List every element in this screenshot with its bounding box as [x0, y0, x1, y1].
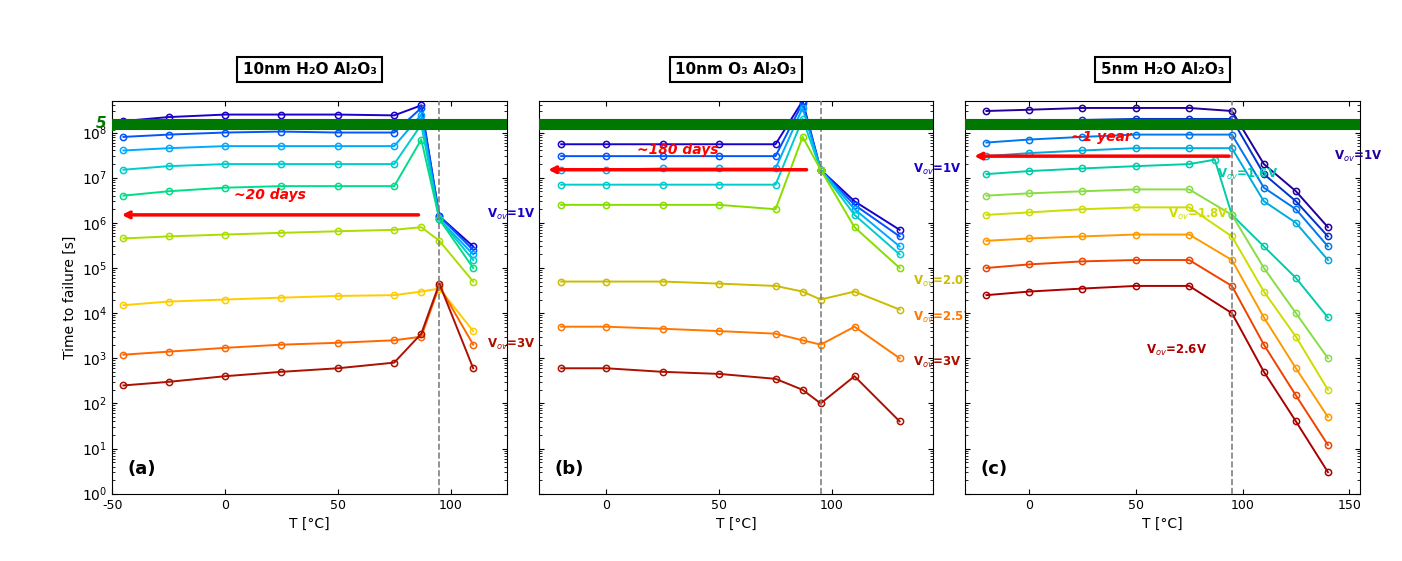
X-axis label: T [°C]: T [°C]: [289, 517, 329, 531]
Text: ~20 days: ~20 days: [234, 188, 306, 203]
Text: V$_{ov}$=2.5V: V$_{ov}$=2.5V: [913, 310, 974, 325]
Text: V$_{ov}$=1V: V$_{ov}$=1V: [486, 208, 536, 222]
Text: 10nm H₂O Al₂O₃: 10nm H₂O Al₂O₃: [243, 62, 377, 77]
Text: 5 years: 5 years: [97, 116, 160, 131]
Text: V$_{ov}$=1V: V$_{ov}$=1V: [1335, 149, 1382, 164]
Text: V$_{ov}$=3V: V$_{ov}$=3V: [913, 355, 962, 370]
Text: V$_{ov}$=3V: V$_{ov}$=3V: [486, 337, 536, 352]
Text: ~180 days: ~180 days: [637, 143, 718, 157]
X-axis label: T [°C]: T [°C]: [716, 517, 756, 531]
Text: V$_{ov}$=2.0V: V$_{ov}$=2.0V: [913, 274, 974, 289]
Text: ~1 year: ~1 year: [1071, 130, 1131, 144]
Text: 10nm O₃ Al₂O₃: 10nm O₃ Al₂O₃: [676, 62, 796, 77]
Text: V$_{ov}$=1.8V: V$_{ov}$=1.8V: [1168, 208, 1228, 222]
Text: 5nm H₂O Al₂O₃: 5nm H₂O Al₂O₃: [1101, 62, 1224, 77]
Y-axis label: Time to failure [s]: Time to failure [s]: [62, 236, 76, 359]
Text: V$_{ov}$=1V: V$_{ov}$=1V: [913, 162, 962, 177]
Text: V$_{ov}$=1.6V: V$_{ov}$=1.6V: [1217, 167, 1279, 182]
Text: V$_{ov}$=2.6V: V$_{ov}$=2.6V: [1147, 343, 1207, 358]
X-axis label: T [°C]: T [°C]: [1143, 517, 1183, 531]
Text: (a): (a): [128, 460, 157, 478]
Text: (c): (c): [981, 460, 1008, 478]
Text: (b): (b): [554, 460, 583, 478]
